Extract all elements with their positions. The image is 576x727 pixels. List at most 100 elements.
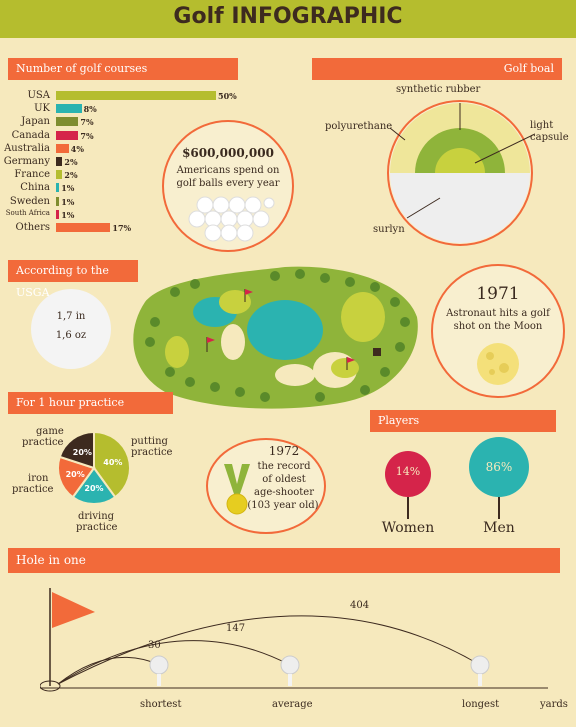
shortest-label: shortest xyxy=(140,699,182,710)
course-bar xyxy=(56,209,60,219)
course-pct: 1% xyxy=(61,209,75,220)
course-bar xyxy=(56,117,79,127)
title-bar xyxy=(0,0,576,38)
course-bar xyxy=(56,157,63,166)
course-country-label: Japan xyxy=(21,116,50,128)
record-text-4: (103 year old) xyxy=(247,500,319,511)
record-text-1: the record xyxy=(257,461,311,472)
spend-text-2: golf balls every year xyxy=(176,178,280,189)
pie-label-iron: 20% xyxy=(66,470,85,479)
distance-shortest-value: 30 xyxy=(148,640,161,651)
course-pct: 8% xyxy=(83,104,97,115)
players-heading: Players xyxy=(370,410,556,432)
course-pct: 2% xyxy=(64,170,78,181)
spend-amount: $600,000,000 xyxy=(182,146,274,160)
course-bar xyxy=(56,91,216,100)
course-country-label: South Africa xyxy=(5,208,50,217)
courses-heading: Number of golf courses xyxy=(8,58,238,80)
women-stem xyxy=(407,497,409,519)
polyurethane-label: polyurethane xyxy=(325,121,393,132)
iron-label-2: practice xyxy=(12,484,54,495)
distance-average-value: 147 xyxy=(226,623,246,634)
moon-year: 1971 xyxy=(476,284,520,304)
course-row: Japan 7% xyxy=(0,116,260,128)
men-bubble xyxy=(469,437,529,497)
course-row: UK 8% xyxy=(0,103,260,115)
course-row: China 1% xyxy=(0,182,260,194)
course-bar xyxy=(56,183,60,193)
putting-label-2: practice xyxy=(131,447,173,458)
course-row: Sweden 1% xyxy=(0,196,260,208)
course-country-label: UK xyxy=(34,103,50,115)
course-pct: 7% xyxy=(80,130,94,141)
course-pct: 7% xyxy=(80,117,94,128)
men-stem xyxy=(498,497,500,519)
synthetic-rubber-label: synthetic rubber xyxy=(396,84,481,95)
usga-heading: According to the USGA xyxy=(8,260,138,299)
pie-slice-game xyxy=(58,430,95,470)
iron-label: iron xyxy=(28,473,49,484)
practice-pie-chart: 40% 20% 20% 20% xyxy=(57,430,131,505)
men-pct: 86% xyxy=(485,460,513,474)
golf-balls-pile-icon xyxy=(188,196,275,242)
course-row: South Africa 1% xyxy=(0,209,260,221)
pie-label-driving: 20% xyxy=(84,484,103,493)
course-country-label: Sweden xyxy=(9,195,50,207)
hole-heading: Hole in one xyxy=(8,548,560,573)
driving-label: driving xyxy=(78,511,115,522)
game-label: game xyxy=(36,426,64,437)
pie-slice-iron xyxy=(57,455,96,499)
longest-label: longest xyxy=(462,699,500,710)
hole-in-one-diagram xyxy=(40,588,548,692)
moon-text-2: shot on the Moon xyxy=(453,321,543,332)
courses-bar-chart: USA 50% UK 8% Japan 7% Canada 7% Australia 4% Germ… xyxy=(0,90,260,240)
ball-weight: 1,6 oz xyxy=(55,330,87,341)
course-bar xyxy=(56,223,111,232)
course-bar xyxy=(56,143,69,153)
course-row: USA 50% xyxy=(0,90,260,102)
pie-slice-driving xyxy=(71,466,117,505)
course-row: Canada 7% xyxy=(0,130,260,142)
course-country-label: Others xyxy=(15,222,51,233)
page-title: Golf INFOGRAPHIC xyxy=(173,4,403,29)
course-country-label: Germany xyxy=(3,156,50,167)
moon-text-1: Astronaut hits a golf xyxy=(446,308,550,319)
golf-ball-icon xyxy=(31,289,111,369)
course-pct: 1% xyxy=(61,183,75,194)
course-bar xyxy=(56,104,82,114)
medal-icon xyxy=(224,464,250,515)
record-circle xyxy=(206,438,326,534)
ball-heading: Golf boal xyxy=(312,58,562,80)
pie-label-putting: 40% xyxy=(103,458,122,467)
average-label: average xyxy=(272,699,313,710)
practice-heading: For 1 hour practice xyxy=(8,392,173,414)
course-row: Germany 2% xyxy=(0,156,260,168)
course-bar xyxy=(56,196,60,206)
course-country-label: Canada xyxy=(11,129,50,141)
course-country-label: USA xyxy=(27,90,51,101)
record-text-3: age-shooter xyxy=(254,487,314,498)
light-label: light xyxy=(530,120,554,131)
course-pct: 4% xyxy=(70,143,84,154)
game-label-2: practice xyxy=(22,437,64,448)
course-pct: 17% xyxy=(112,223,132,233)
course-pct: 2% xyxy=(64,157,78,167)
course-pct: 1% xyxy=(61,196,75,207)
moon-icon xyxy=(477,343,519,385)
spend-text-1: Americans spend on xyxy=(176,165,280,176)
putting-label: putting xyxy=(131,436,168,447)
course-bar xyxy=(56,170,63,180)
driving-label-2: practice xyxy=(76,522,118,533)
women-pct: 14% xyxy=(395,465,421,478)
course-country-label: France xyxy=(14,169,50,181)
capsule-label: capsule xyxy=(530,132,569,143)
course-country-label: China xyxy=(20,182,50,194)
course-country-label: Australia xyxy=(4,142,50,154)
record-text-2: of oldest xyxy=(262,474,306,485)
golf-ball-cross-section xyxy=(387,100,535,246)
course-row: Others 17% xyxy=(0,222,260,234)
course-row: France 2% xyxy=(0,169,260,181)
golf-course-map xyxy=(133,266,418,409)
distance-longest-value: 404 xyxy=(350,600,370,611)
surlyn-label: surlyn xyxy=(373,224,405,235)
